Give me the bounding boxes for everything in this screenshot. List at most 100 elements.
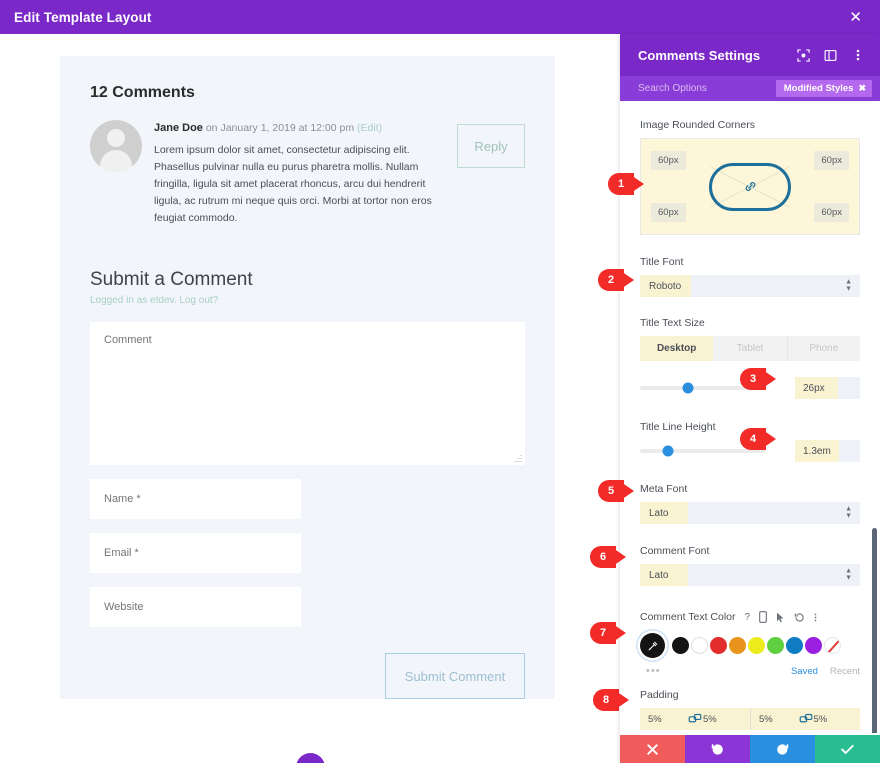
swatch-orange[interactable] [729,637,746,654]
email-input[interactable] [90,533,301,574]
kebab-menu-icon[interactable] [814,612,817,623]
title-font-value: Roboto [640,275,692,297]
focus-icon[interactable] [795,47,812,64]
close-icon[interactable]: ✕ [849,8,862,26]
corner-value-bottom-left[interactable]: 60px [651,203,686,222]
step-badge-6: 6 [590,546,626,568]
meta-font-select[interactable]: Lato ▲ ▼ [640,502,860,524]
swatch-transparent[interactable] [824,637,841,654]
reset-icon[interactable] [794,612,805,623]
rounded-corners-widget: 60px 60px 60px 60px [640,138,860,235]
link-icon[interactable] [688,713,702,725]
title-line-height-slider[interactable] [640,445,765,457]
padding-horizontal-group: 5% 5% [750,708,860,730]
comment-textarea-wrap [90,322,525,466]
recent-colors-link[interactable]: Recent [829,665,860,677]
submit-comment-button[interactable]: Submit Comment [385,653,525,700]
comment-textarea[interactable] [90,322,525,466]
swatch-black[interactable] [672,637,689,654]
modified-styles-chip[interactable]: Modified Styles ✖ [775,80,872,97]
comment-font-value: Lato [640,564,688,586]
swatch-white[interactable] [691,637,708,654]
padding-right-field[interactable]: 5% [805,708,860,730]
mobile-icon[interactable] [759,611,767,623]
reply-button[interactable]: Reply [457,124,525,168]
color-links: Saved Recent [791,666,860,677]
page-title: Edit Template Layout [14,9,152,25]
slider-thumb[interactable] [662,445,673,457]
comments-module-preview: 12 Comments Jane Doe on January 1, 2019 … [60,56,555,700]
comment-author: Jane Doe [154,122,203,134]
resize-grip-icon[interactable] [514,454,522,463]
step-badge-4: 4 [740,428,776,450]
padding-top-field[interactable]: 5% [640,708,695,730]
comment-font-label: Comment Font [640,545,710,557]
swatch-red[interactable] [710,637,727,654]
panel-title: Comments Settings [638,47,761,63]
redo-button[interactable] [750,735,815,763]
swatch-yellow[interactable] [748,637,765,654]
save-button[interactable] [815,735,880,763]
more-options-button[interactable] [296,753,325,763]
submit-row: Submit Comment [90,653,525,700]
kebab-menu-icon[interactable] [849,47,866,64]
swatch-purple[interactable] [805,637,822,654]
padding-row: 5% 5% 5% 5% [640,708,860,730]
tab-desktop[interactable]: Desktop [640,336,714,361]
close-icon[interactable]: ✖ [858,83,866,93]
device-tabs: Desktop Tablet Phone [640,336,860,361]
link-icon[interactable] [799,713,812,725]
color-swatch-row [640,633,860,658]
group-title-line-height: Title Line Height 1.3em [620,399,880,462]
padding-bottom-field[interactable]: 5% [695,708,750,730]
title-font-select[interactable]: Roboto ▲ ▼ [640,275,860,297]
padding-vertical-group: 5% 5% [640,708,750,730]
meta-font-label: Meta Font [640,483,688,495]
swatch-blue[interactable] [786,637,803,654]
padding-left-field[interactable]: 5% [751,708,806,730]
title-text-size-value: 26px [795,377,838,399]
more-colors-button[interactable]: ••• [646,665,661,677]
rounded-corners-label: Image Rounded Corners [640,119,755,131]
comment-edit-link[interactable]: (Edit) [357,122,383,134]
panel-scrollbar[interactable] [872,528,877,733]
website-input[interactable] [90,587,301,628]
layout-icon[interactable] [822,47,839,64]
tab-tablet[interactable]: Tablet [713,336,787,361]
group-title-font: Title Font Roboto ▲ ▼ [620,237,880,297]
chevron-updown-icon: ▲ ▼ [845,567,852,582]
swatch-green[interactable] [767,637,784,654]
eyedropper-swatch[interactable] [640,633,665,658]
title-line-height-slider-row: 1.3em [640,440,860,462]
corner-value-top-right[interactable]: 60px [814,151,849,170]
step-badge-2: 2 [598,269,634,291]
search-input[interactable]: Search Options [638,83,707,94]
group-comment-font: Comment Font Lato ▲ ▼ [620,524,880,586]
comment-item: Jane Doe on January 1, 2019 at 12:00 pm … [90,120,525,227]
title-text-size-slider[interactable] [640,382,765,394]
name-input[interactable] [90,479,301,520]
title-line-height-label: Title Line Height [640,421,716,433]
corner-value-bottom-right[interactable]: 60px [814,203,849,222]
group-rounded-corners: Image Rounded Corners 60px [620,101,880,235]
undo-button[interactable] [685,735,750,763]
title-line-height-value: 1.3em [795,440,839,462]
cancel-button[interactable] [620,735,685,763]
corner-value-top-left[interactable]: 60px [651,151,686,170]
tab-phone[interactable]: Phone [786,336,860,361]
top-bar: Edit Template Layout ✕ [0,0,880,34]
comment-font-select[interactable]: Lato ▲ ▼ [640,564,860,586]
group-comment-text-color: Comment Text Color ? [620,586,880,677]
comment-text-color-label: Comment Text Color [640,611,736,623]
help-icon[interactable]: ? [744,611,751,623]
saved-colors-link[interactable]: Saved [790,665,818,677]
panel-search-row: Search Options Modified Styles ✖ [620,76,880,101]
slider-thumb[interactable] [682,382,693,394]
comment-text-color-header: Comment Text Color ? [640,611,860,623]
link-icon [745,182,755,191]
cursor-icon[interactable] [776,612,785,623]
title-line-height-field[interactable]: 1.3em [795,440,860,462]
preview-canvas: 12 Comments Jane Doe on January 1, 2019 … [0,34,620,763]
title-text-size-field[interactable]: 26px [795,377,860,399]
